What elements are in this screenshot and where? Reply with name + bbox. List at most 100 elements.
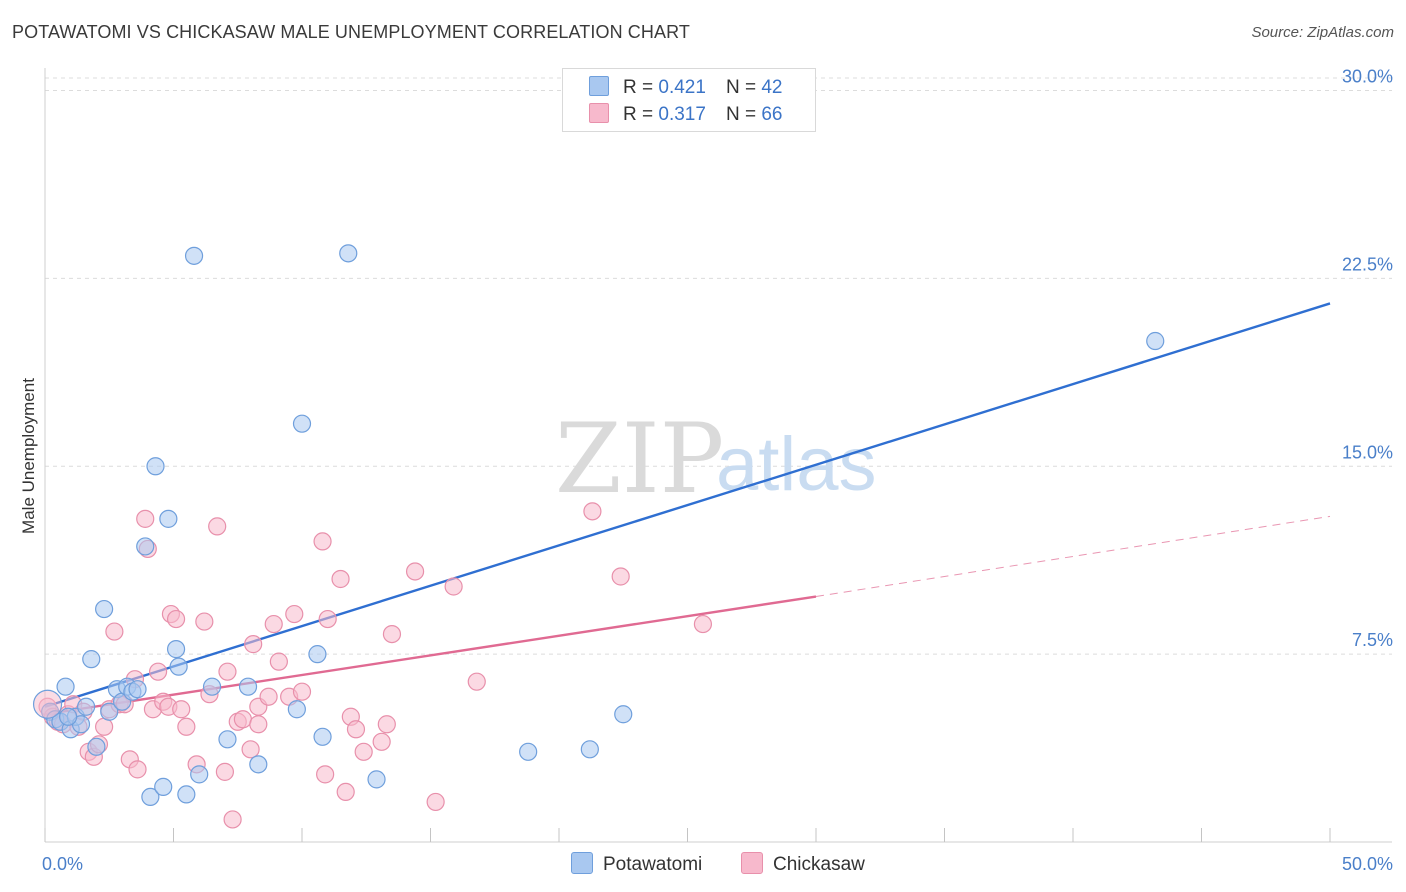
chickasaw-point xyxy=(583,502,602,521)
chickasaw-point xyxy=(249,715,268,734)
potawatomi-point xyxy=(184,246,204,265)
chickasaw-trend-line xyxy=(44,595,817,716)
chickasaw-point xyxy=(259,687,278,706)
chickasaw-point xyxy=(166,609,186,629)
potawatomi-point xyxy=(339,244,358,263)
chickasaw-point xyxy=(223,810,242,829)
gridlines xyxy=(45,77,1392,655)
potawatomi-point xyxy=(313,727,332,746)
chickasaw-point xyxy=(148,662,168,681)
potawatomi-point xyxy=(169,657,188,676)
potawatomi-point xyxy=(614,705,633,724)
data-points xyxy=(32,244,1165,829)
x-tick-label: 50.0% xyxy=(1342,854,1393,874)
chickasaw-point xyxy=(128,760,147,779)
chickasaw-point xyxy=(346,720,366,739)
watermark: ZIP atlas xyxy=(555,403,877,515)
potawatomi-point xyxy=(87,737,106,756)
chickasaw-point xyxy=(177,717,196,736)
source-label: Source: ZipAtlas.com xyxy=(1251,24,1394,41)
potawatomi-point xyxy=(218,730,237,749)
legend-n-value-potawatomi: 42 xyxy=(761,77,783,98)
potawatomi-point xyxy=(77,697,96,716)
chickasaw-point xyxy=(172,700,191,719)
legend-r-value-chickasaw: 0.317 xyxy=(658,104,706,125)
chickasaw-point xyxy=(444,577,463,596)
legend-n-label: N = xyxy=(725,104,757,125)
chickasaw-point xyxy=(426,792,445,812)
cluster-point xyxy=(32,689,63,719)
chickasaw-point xyxy=(316,765,335,784)
potawatomi-point xyxy=(59,707,78,726)
bottom-legend-potawatomi: Potawatomi xyxy=(571,852,702,876)
potawatomi-point xyxy=(95,599,114,619)
potawatomi-trend-line xyxy=(44,302,1331,708)
potawatomi-point xyxy=(287,700,306,719)
potawatomi-point xyxy=(128,680,147,699)
potawatomi-point xyxy=(1146,331,1165,351)
potawatomi-swatch xyxy=(589,76,609,96)
y-tick-label: 15.0% xyxy=(1342,442,1393,462)
bottom-legend-potawatomi-label: Potawatomi xyxy=(603,854,703,875)
chickasaw-point xyxy=(136,509,155,528)
potawatomi-point xyxy=(249,755,268,774)
potawatomi-point xyxy=(202,677,222,696)
legend-n-value-chickasaw: 66 xyxy=(761,104,783,125)
legend-row-chickasaw: R = 0.317 N = 66 xyxy=(589,103,782,126)
chickasaw-point xyxy=(233,710,252,729)
potawatomi-point xyxy=(141,787,160,807)
chickasaw-point xyxy=(215,762,234,781)
bottom-legend-chickasaw: Chickasaw xyxy=(741,852,865,876)
y-axis-label: Male Unemployment xyxy=(19,378,38,534)
chickasaw-point xyxy=(285,604,304,624)
chickasaw-point xyxy=(467,672,486,691)
chickasaw-point xyxy=(208,517,227,536)
legend-n-label: N = xyxy=(725,77,757,98)
chart-title: POTAWATOMI VS CHICKASAW MALE UNEMPLOYMEN… xyxy=(12,22,690,42)
potawatomi-point xyxy=(82,650,101,669)
chickasaw-point xyxy=(313,532,332,551)
potawatomi-point xyxy=(56,677,75,696)
legend-r-label: R = xyxy=(623,77,654,98)
chickasaw-trend-extension xyxy=(815,515,1331,598)
chickasaw-swatch xyxy=(589,103,609,123)
chickasaw-point xyxy=(241,740,260,759)
y-tick-label: 7.5% xyxy=(1352,630,1393,650)
chickasaw-point xyxy=(405,562,425,581)
chickasaw-point xyxy=(336,782,355,802)
potawatomi-point xyxy=(136,537,155,556)
legend-row-potawatomi: R = 0.421 N = 42 xyxy=(589,76,782,99)
potawatomi-point xyxy=(166,640,186,659)
chickasaw-point xyxy=(382,624,402,644)
tick-labels: 7.5% 15.0% 22.5% 30.0% 0.0% 50.0% xyxy=(42,67,1393,874)
chickasaw-point xyxy=(269,652,288,671)
potawatomi-point xyxy=(367,770,386,789)
potawatomi-swatch xyxy=(571,852,593,874)
legend: R = 0.421 N = 42 R = 0.317 N = 66 xyxy=(562,68,816,132)
chickasaw-point xyxy=(354,742,373,761)
chickasaw-point xyxy=(331,569,350,589)
y-tick-label: 22.5% xyxy=(1342,254,1393,274)
chickasaw-swatch xyxy=(741,852,763,874)
potawatomi-point xyxy=(519,742,538,761)
potawatomi-point xyxy=(146,457,165,476)
chickasaw-point xyxy=(611,567,630,586)
chickasaw-point xyxy=(195,612,214,631)
chickasaw-point xyxy=(318,609,337,629)
y-tick-label: 30.0% xyxy=(1342,67,1393,87)
potawatomi-point xyxy=(580,740,599,759)
potawatomi-point xyxy=(292,414,312,433)
potawatomi-point xyxy=(154,777,173,796)
watermark-zip: ZIP xyxy=(555,403,724,515)
chickasaw-point xyxy=(218,662,237,681)
chickasaw-point xyxy=(292,682,312,701)
chickasaw-point xyxy=(105,622,124,641)
bottom-legend-chickasaw-label: Chickasaw xyxy=(773,854,865,875)
potawatomi-point xyxy=(308,645,327,664)
legend-r-value-potawatomi: 0.421 xyxy=(658,77,706,98)
legend-r-label: R = xyxy=(623,104,654,125)
chickasaw-point xyxy=(377,715,396,734)
chickasaw-point xyxy=(693,614,713,634)
potawatomi-point xyxy=(100,702,119,721)
